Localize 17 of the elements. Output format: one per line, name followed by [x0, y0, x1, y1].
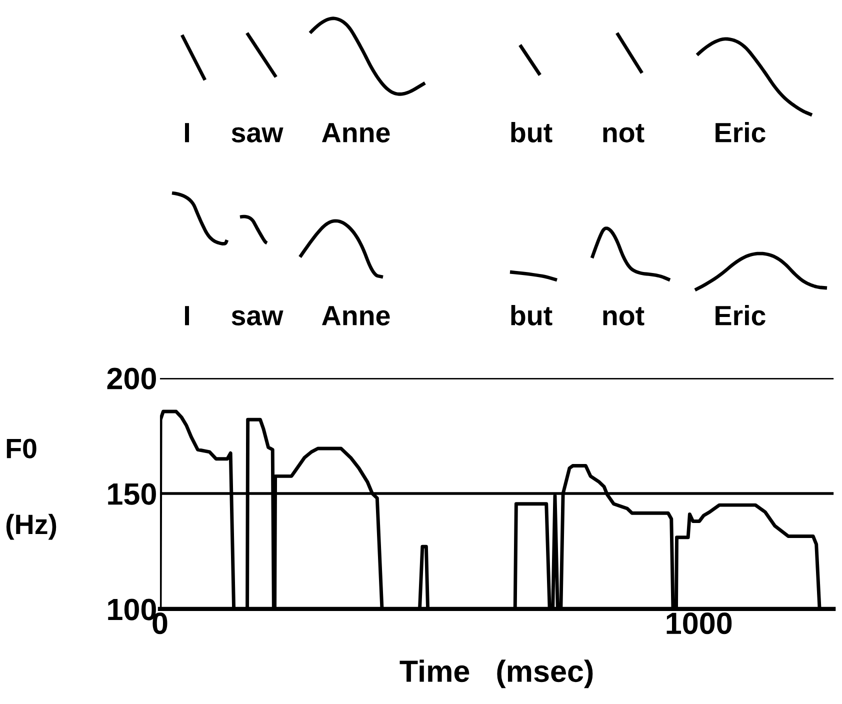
- text: I: [185, 306, 189, 326]
- text: Anne: [322, 306, 390, 326]
- text: but: [511, 122, 552, 142]
- text: not: [603, 307, 644, 326]
- y-tick-label: 200: [107, 368, 156, 390]
- x-axis-title: Time (msec): [400, 660, 593, 688]
- text: Eric: [716, 305, 766, 326]
- text: F0 (Hz): [6, 438, 56, 540]
- text: not: [603, 124, 644, 142]
- text: but: [511, 305, 552, 326]
- y-tick-label: 150: [108, 483, 156, 505]
- text: Anne: [322, 123, 390, 142]
- text: saw: [232, 310, 284, 326]
- text: I: [185, 123, 189, 142]
- x-tick-label: 1000: [666, 612, 732, 634]
- text: Eric: [716, 122, 766, 142]
- text: saw: [232, 127, 284, 142]
